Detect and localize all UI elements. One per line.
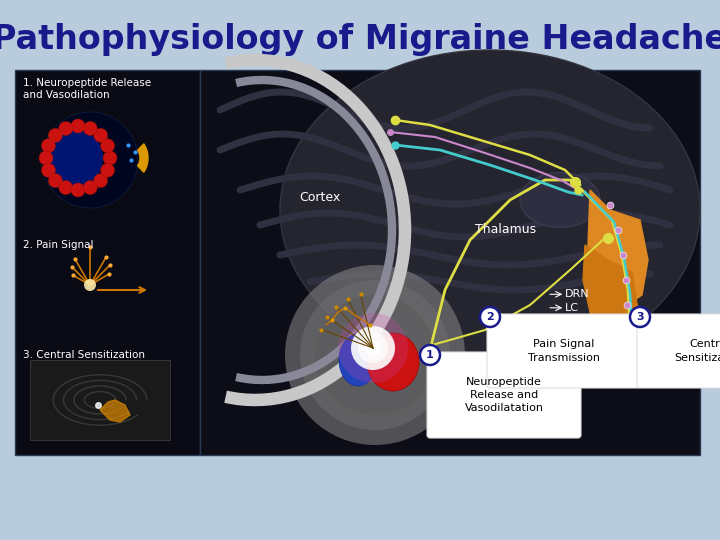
Circle shape xyxy=(42,139,55,153)
Ellipse shape xyxy=(367,333,419,391)
Polygon shape xyxy=(583,245,638,350)
Circle shape xyxy=(365,340,381,356)
Circle shape xyxy=(101,139,114,153)
Circle shape xyxy=(285,265,465,445)
FancyBboxPatch shape xyxy=(30,360,170,440)
Circle shape xyxy=(42,112,138,208)
Text: 3: 3 xyxy=(636,312,644,322)
Circle shape xyxy=(101,163,114,177)
Circle shape xyxy=(47,130,103,186)
Ellipse shape xyxy=(520,172,600,227)
Text: NRM: NRM xyxy=(569,333,595,342)
Text: Central
Sensitization: Central Sensitization xyxy=(674,340,720,362)
Text: Pain Signal
Transmission: Pain Signal Transmission xyxy=(528,340,600,362)
Circle shape xyxy=(358,333,388,363)
Circle shape xyxy=(338,313,408,383)
FancyBboxPatch shape xyxy=(427,352,581,438)
Text: 2: 2 xyxy=(486,312,494,322)
Circle shape xyxy=(420,345,440,365)
Circle shape xyxy=(48,174,63,187)
Ellipse shape xyxy=(280,50,700,370)
Circle shape xyxy=(94,129,107,143)
Text: 3. Central Sensitization: 3. Central Sensitization xyxy=(23,350,145,360)
FancyBboxPatch shape xyxy=(637,314,720,388)
Circle shape xyxy=(630,307,650,327)
Circle shape xyxy=(315,295,435,415)
FancyBboxPatch shape xyxy=(487,314,641,388)
Text: 1: 1 xyxy=(426,350,434,360)
FancyBboxPatch shape xyxy=(200,70,700,455)
Circle shape xyxy=(84,122,97,136)
Circle shape xyxy=(94,174,107,187)
Text: DRN: DRN xyxy=(565,289,590,299)
Polygon shape xyxy=(100,400,130,422)
Circle shape xyxy=(71,183,85,197)
Circle shape xyxy=(480,307,500,327)
Text: 1. Neuropeptide Release
and Vasodilation: 1. Neuropeptide Release and Vasodilation xyxy=(23,78,151,99)
Circle shape xyxy=(39,151,53,165)
Circle shape xyxy=(42,163,55,177)
Text: LC: LC xyxy=(565,303,579,313)
Circle shape xyxy=(71,119,85,133)
Text: Neuropeptide
Release and
Vasodilatation: Neuropeptide Release and Vasodilatation xyxy=(464,377,544,413)
Polygon shape xyxy=(138,144,148,172)
Circle shape xyxy=(351,326,395,370)
Circle shape xyxy=(103,151,117,165)
Circle shape xyxy=(84,180,97,194)
Circle shape xyxy=(84,279,96,291)
FancyBboxPatch shape xyxy=(15,70,200,455)
Text: Pathophysiology of Migraine Headache: Pathophysiology of Migraine Headache xyxy=(0,24,720,57)
Text: Thalamus: Thalamus xyxy=(475,223,536,236)
Ellipse shape xyxy=(339,334,377,386)
Circle shape xyxy=(59,180,73,194)
Polygon shape xyxy=(588,190,648,310)
Circle shape xyxy=(59,122,73,136)
Text: 2. Pain Signal: 2. Pain Signal xyxy=(23,240,94,250)
Circle shape xyxy=(48,129,63,143)
Circle shape xyxy=(300,280,450,430)
Text: Cortex: Cortex xyxy=(299,191,340,204)
